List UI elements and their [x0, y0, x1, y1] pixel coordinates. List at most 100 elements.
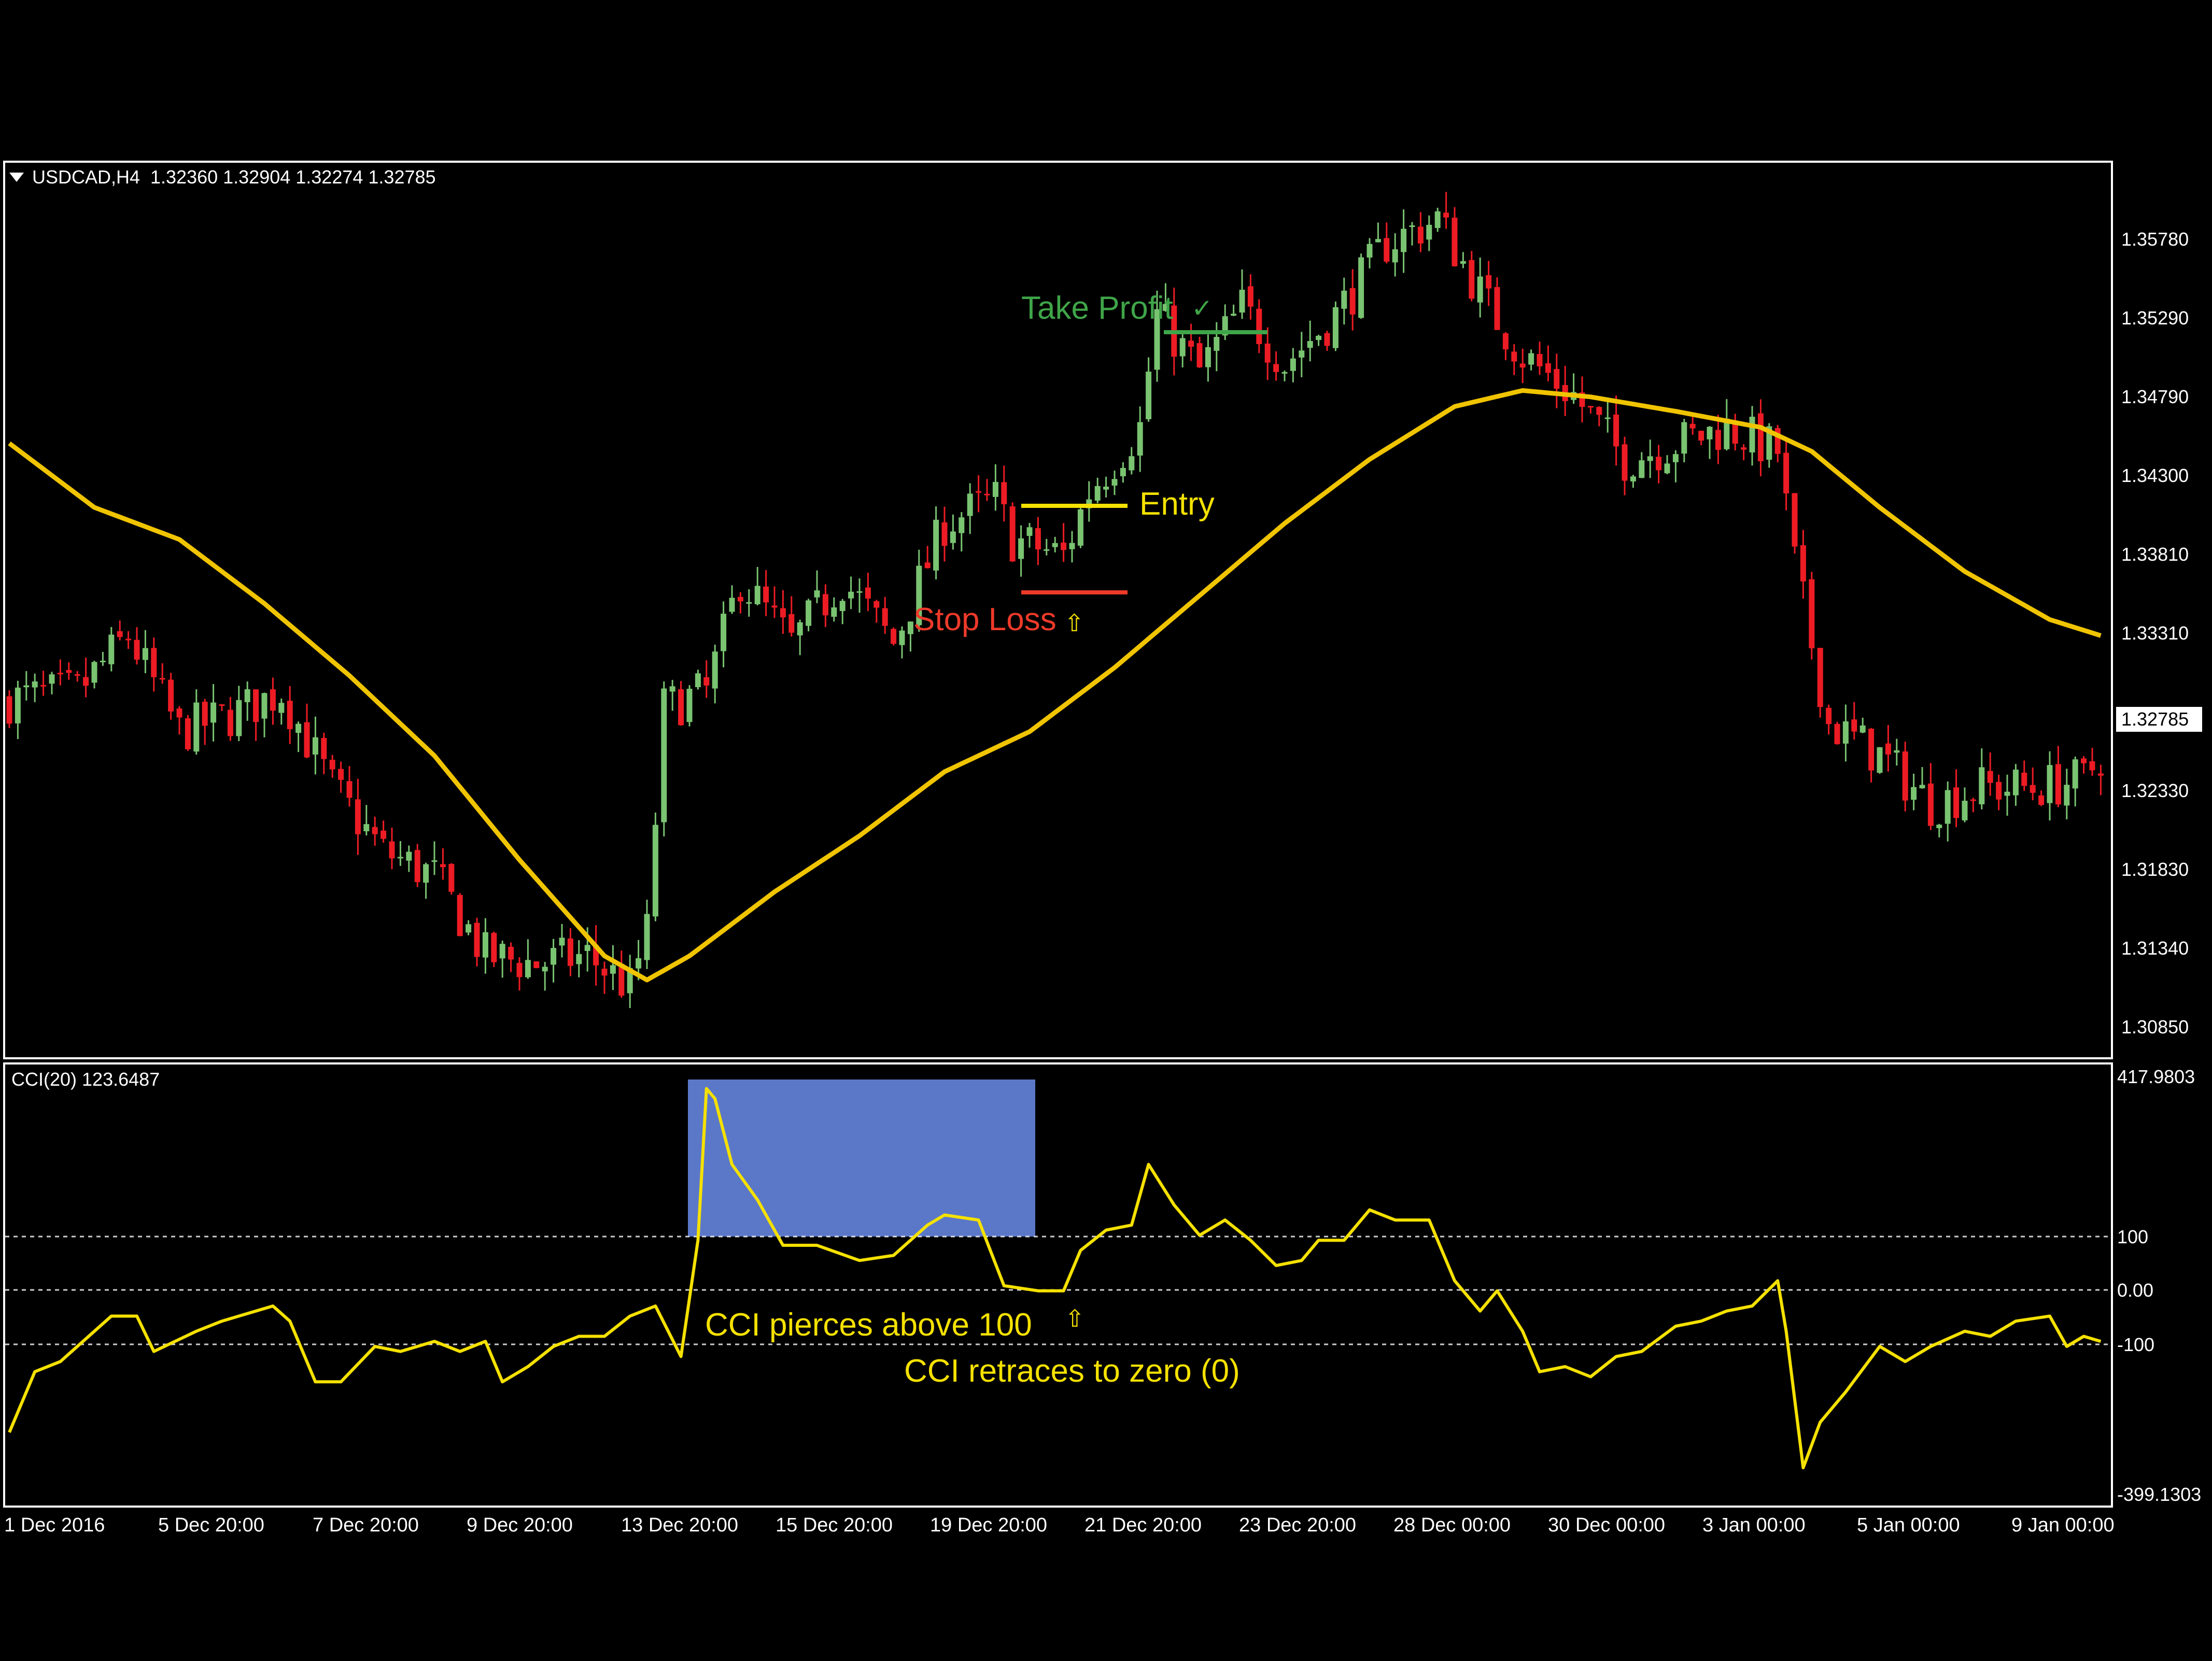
cci-retrace-label: CCI retraces to zero (0)	[904, 1353, 1240, 1389]
candle-bear	[567, 938, 573, 966]
candle-bear	[448, 864, 455, 892]
candle-bear	[1469, 260, 1475, 299]
candle-bull	[1069, 543, 1075, 549]
candle-bull	[32, 681, 38, 688]
candle-bull	[1681, 422, 1687, 454]
candle-bear	[1715, 430, 1721, 450]
candle-bull	[295, 723, 302, 733]
candle-bear	[321, 737, 327, 759]
candle-bull	[1137, 422, 1143, 456]
candle-bull	[1094, 486, 1101, 501]
price-tick: 1.35290	[2121, 307, 2189, 329]
dropdown-triangle-icon[interactable]	[9, 173, 24, 182]
candle-bull	[431, 860, 438, 862]
candle-bull	[1392, 249, 1398, 263]
price-tick: 1.33310	[2121, 622, 2189, 644]
candle-bear	[1324, 333, 1330, 346]
candle-bear	[1264, 343, 1271, 363]
candle-bull	[1214, 337, 1220, 351]
candle-bear	[1001, 482, 1007, 504]
candle-bear	[1817, 648, 1823, 707]
candle-bear	[1443, 212, 1449, 218]
candle-bull	[610, 965, 616, 974]
candle-bear	[338, 769, 344, 780]
candle-bull	[1231, 314, 1237, 316]
moving-average-line	[8, 388, 2102, 983]
price-tick: 1.32330	[2121, 780, 2189, 801]
candle-bull	[1979, 767, 1985, 804]
candle-bull	[959, 517, 965, 533]
candle-bear	[1996, 782, 2002, 800]
stop-loss-label: Stop Loss	[913, 602, 1056, 637]
candle-bull	[1962, 801, 1968, 820]
candle-bear	[1927, 783, 1934, 826]
candle-bull	[1707, 427, 1713, 439]
candle-bear	[1953, 787, 1960, 818]
candle-bear	[74, 674, 80, 676]
price-panel-frame	[3, 161, 2113, 1059]
candle-bull	[856, 591, 863, 593]
candle-bull	[210, 702, 217, 723]
candle-bear	[593, 945, 599, 966]
candle-bull	[1179, 338, 1186, 357]
time-label: 23 Dec 20:00	[1239, 1514, 1356, 1536]
time-label: 21 Dec 20:00	[1084, 1514, 1202, 1536]
candle-bear	[1196, 343, 1203, 367]
candle-bear	[516, 962, 523, 977]
candle-bear	[117, 631, 123, 637]
candle-bear	[891, 629, 897, 644]
candle-bull	[1281, 372, 1288, 374]
price-tick: 1.35780	[2121, 229, 2189, 250]
candle-bull	[1647, 456, 1653, 461]
candle-bull	[636, 958, 642, 969]
cci-indicator-label: CCI(20) 123.6487	[11, 1069, 160, 1090]
candle-bear	[355, 799, 361, 834]
candle-bull	[559, 938, 565, 946]
candle-bull	[108, 634, 115, 664]
time-label: 28 Dec 00:00	[1393, 1514, 1511, 1536]
time-label: 7 Dec 20:00	[313, 1514, 419, 1536]
candle-bull	[1842, 721, 1849, 744]
candle-bear	[1502, 333, 1509, 350]
cci-tick: 100	[2117, 1226, 2148, 1247]
candle-bear	[1545, 363, 1551, 373]
candle-bull	[1341, 290, 1347, 309]
candle-bull	[933, 519, 939, 571]
candle-bear	[763, 586, 769, 603]
candle-bear	[6, 696, 12, 724]
candle-bull	[1154, 309, 1160, 370]
time-label: 9 Jan 00:00	[2011, 1514, 2115, 1536]
candle-bull	[1052, 543, 1058, 547]
cci-panel-frame	[3, 1062, 2113, 1508]
candle-bear	[1511, 351, 1517, 362]
price-tick: 1.30850	[2121, 1016, 2189, 1038]
candle-bull	[746, 602, 752, 604]
time-label: 30 Dec 00:00	[1548, 1514, 1665, 1536]
candle-bear	[287, 701, 293, 729]
candle-bear	[66, 670, 72, 673]
cci-axis: 417.9803 100 0.00 -100 -399.1303	[2117, 1066, 2201, 1505]
candle-bear	[1486, 275, 1492, 289]
time-label: 3 Jan 00:00	[1702, 1514, 1806, 1536]
candle-bull	[1630, 476, 1636, 481]
candle-bear	[414, 850, 420, 883]
candle-bear	[1987, 771, 1993, 783]
candle-bull	[542, 967, 548, 972]
candle-bear	[1774, 428, 1781, 454]
candle-bear	[151, 648, 157, 677]
time-label: 15 Dec 20:00	[776, 1514, 893, 1536]
candle-bear	[253, 689, 259, 722]
candle-bear	[83, 677, 89, 686]
candle-bull	[797, 622, 803, 636]
candle-bear	[491, 933, 497, 962]
candle-bull	[2064, 785, 2070, 806]
candle-bear	[381, 830, 387, 839]
take-profit-check-icon: ✓	[1191, 294, 1213, 323]
candle-bull	[1460, 261, 1466, 264]
candle-bull	[1316, 335, 1322, 340]
candle-bear	[125, 638, 132, 641]
price-axis: 1.35780 1.35290 1.34790 1.34300 1.33810 …	[2116, 229, 2202, 1038]
